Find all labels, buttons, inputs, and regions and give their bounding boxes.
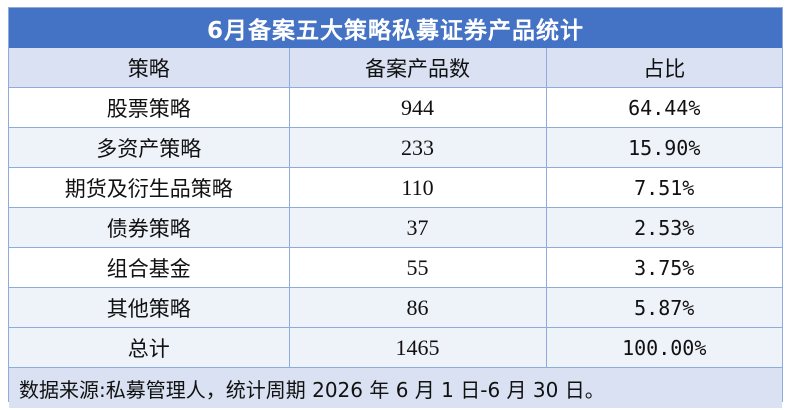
total-label: 总计 xyxy=(9,327,290,368)
table-row: 其他策略 86 5.87% xyxy=(9,287,782,328)
count-cell: 86 xyxy=(289,287,547,328)
count-cell: 110 xyxy=(289,167,547,208)
table-row: 组合基金 55 3.75% xyxy=(9,247,782,288)
strategy-cell: 期货及衍生品策略 xyxy=(9,167,290,208)
table-row: 期货及衍生品策略 110 7.51% xyxy=(9,167,782,208)
share-cell: 5.87% xyxy=(546,287,782,328)
count-cell: 37 xyxy=(289,207,547,248)
total-count: 1465 xyxy=(289,327,547,368)
table-row: 债券策略 37 2.53% xyxy=(9,207,782,248)
share-cell: 2.53% xyxy=(546,207,782,248)
count-cell: 55 xyxy=(289,247,547,288)
total-share: 100.00% xyxy=(546,327,782,368)
header-row: 策略 备案产品数 占比 xyxy=(9,48,782,88)
count-cell: 233 xyxy=(289,127,547,168)
table-title: 6月备案五大策略私募证券产品统计 xyxy=(9,8,782,48)
strategy-cell: 组合基金 xyxy=(9,247,290,288)
column-header-strategy: 策略 xyxy=(9,48,290,88)
strategy-cell: 股票策略 xyxy=(9,87,290,128)
column-header-count: 备案产品数 xyxy=(289,48,547,88)
column-header-share: 占比 xyxy=(546,48,782,88)
strategy-cell: 债券策略 xyxy=(9,207,290,248)
total-row: 总计 1465 100.00% xyxy=(9,327,782,368)
strategy-table: 策略 备案产品数 占比 股票策略 944 64.44% 多资产策略 233 15… xyxy=(9,48,782,368)
data-source-footnote: 数据来源:私募管理人，统计周期 2026 年 6 月 1 日-6 月 30 日。 xyxy=(9,368,782,408)
strategy-cell: 多资产策略 xyxy=(9,127,290,168)
share-cell: 7.51% xyxy=(546,167,782,208)
table-row: 多资产策略 233 15.90% xyxy=(9,127,782,168)
table-row: 股票策略 944 64.44% xyxy=(9,87,782,128)
share-cell: 15.90% xyxy=(546,127,782,168)
share-cell: 3.75% xyxy=(546,247,782,288)
count-cell: 944 xyxy=(289,87,547,128)
share-cell: 64.44% xyxy=(546,87,782,128)
statistics-table-card: 6月备案五大策略私募证券产品统计 策略 备案产品数 占比 股票策略 944 64… xyxy=(8,7,783,408)
strategy-cell: 其他策略 xyxy=(9,287,290,328)
